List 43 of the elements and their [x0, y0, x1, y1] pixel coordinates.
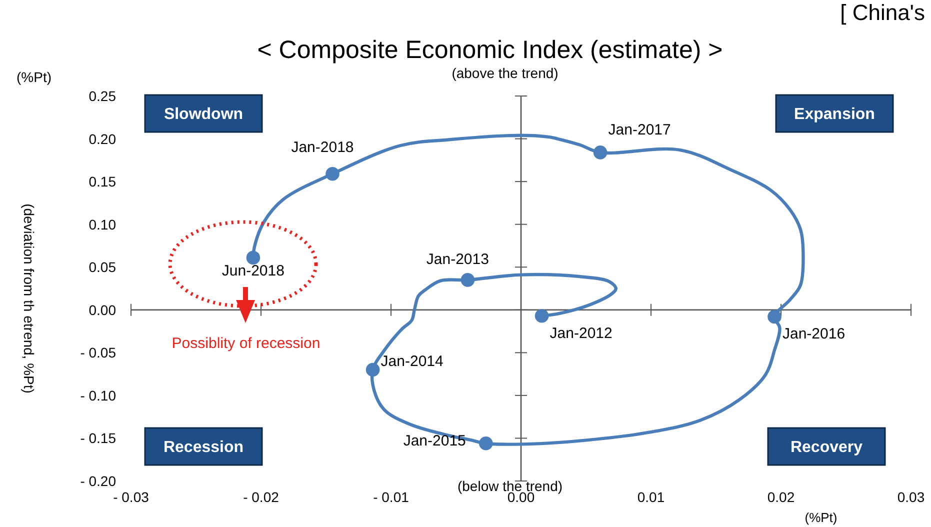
y-tick-label: - 0.10	[80, 387, 116, 404]
text: (above the trend)	[452, 65, 558, 81]
y-tick-label: 0.05	[88, 259, 116, 276]
data-label: Jan-2013	[426, 250, 489, 268]
point	[768, 310, 782, 324]
data-label: Jan-2016	[782, 326, 846, 343]
y-tick-label: 0.25	[88, 88, 116, 104]
x-axis-title: (%Pt)	[804, 510, 838, 525]
text: [ China's	[840, 0, 925, 25]
x-tick-label: 0.01	[637, 489, 665, 505]
y-tick-label: - 0.05	[80, 344, 116, 361]
y-tick-label: 0.15	[88, 174, 116, 190]
x-tick-label: - 0.01	[373, 489, 410, 505]
data-label: Jun-2018	[222, 262, 284, 280]
x-tick-label: - 0.03	[113, 489, 150, 505]
y-tick-label: 0.00	[88, 302, 116, 318]
x-tick-label: - 0.02	[243, 489, 280, 505]
x-tick-label: 0.02	[767, 489, 795, 505]
point	[366, 362, 380, 377]
point	[460, 273, 475, 287]
y-tick-label: - 0.20	[80, 473, 116, 489]
annotation: Recession	[163, 439, 244, 456]
x-tick-label: 0.03	[897, 489, 925, 505]
data-label: Jan-2014	[380, 352, 444, 370]
point	[246, 250, 260, 265]
data-label: Jan-2018	[291, 138, 354, 156]
y-tick-label: - 0.15	[80, 430, 116, 446]
data-label: Jan-2012	[550, 324, 612, 342]
annotation: Slowdown	[164, 106, 244, 123]
y-tick-label: 0.20	[88, 130, 116, 147]
annotation: Expansion	[794, 106, 875, 123]
y-axis-title: (deviation from th etrend, %Pt)	[21, 204, 37, 394]
point	[326, 166, 340, 181]
point	[593, 146, 608, 160]
annotation: Recovery	[790, 439, 863, 456]
annotation: Possiblity of recession	[172, 335, 320, 352]
data-label: Jan-2017	[608, 121, 671, 138]
chart-title: < Composite Economic Index (estimate) >	[257, 36, 723, 64]
y-tick-label: 0.10	[88, 216, 116, 232]
data-label: Jan-2015	[403, 432, 466, 450]
point	[478, 436, 493, 450]
point	[534, 308, 549, 323]
text: (%Pt)	[16, 69, 52, 85]
